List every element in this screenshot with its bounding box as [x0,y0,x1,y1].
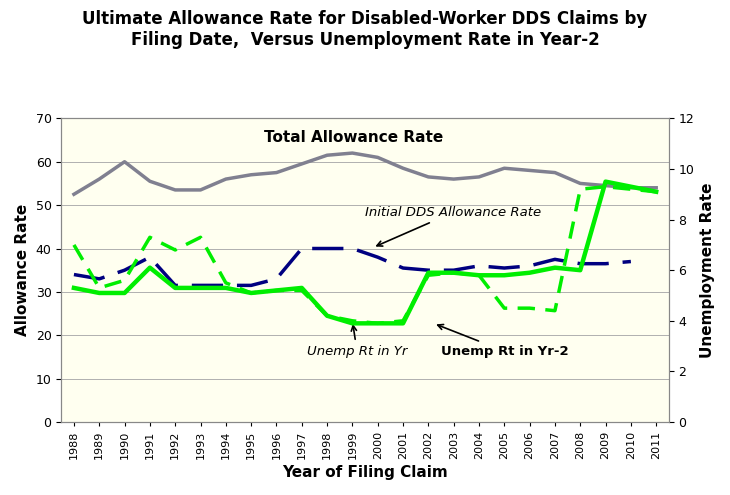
Y-axis label: Allowance Rate: Allowance Rate [15,204,30,336]
Text: Ultimate Allowance Rate for Disabled-Worker DDS Claims by
Filing Date,  Versus U: Ultimate Allowance Rate for Disabled-Wor… [82,10,648,49]
Y-axis label: Unemployment Rate: Unemployment Rate [700,183,715,358]
X-axis label: Year of Filing Claim: Year of Filing Claim [283,465,448,480]
Text: Initial DDS Allowance Rate: Initial DDS Allowance Rate [365,206,541,246]
Text: Total Allowance Rate: Total Allowance Rate [264,130,443,145]
Text: Unemp Rt in Yr-2: Unemp Rt in Yr-2 [438,325,569,358]
Text: Unemp Rt in Yr: Unemp Rt in Yr [307,326,407,358]
